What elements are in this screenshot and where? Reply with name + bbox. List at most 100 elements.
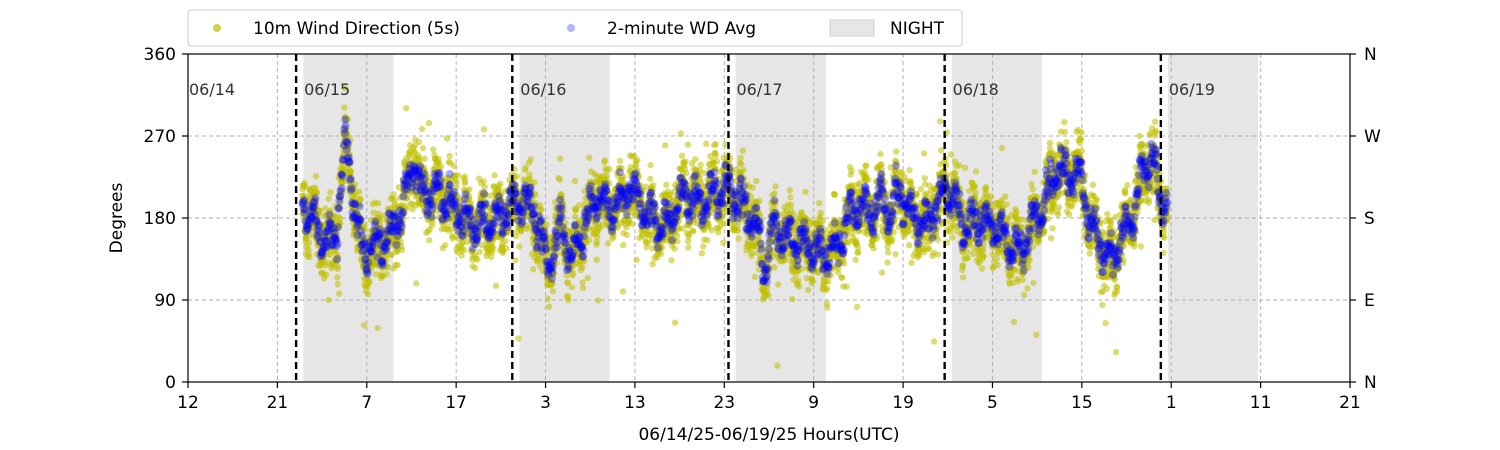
raw-point xyxy=(972,168,980,175)
raw-point xyxy=(862,162,870,169)
raw-point xyxy=(425,119,433,127)
raw-point xyxy=(1024,285,1031,292)
raw-point xyxy=(456,196,463,203)
raw-point xyxy=(749,184,756,191)
raw-point xyxy=(344,116,352,123)
raw-point xyxy=(399,217,407,225)
raw-point xyxy=(802,188,809,196)
raw-point xyxy=(936,118,944,125)
raw-point xyxy=(678,152,686,160)
raw-point xyxy=(947,151,955,158)
raw-point xyxy=(486,192,494,199)
raw-point xyxy=(512,233,520,240)
raw-point xyxy=(795,277,802,284)
raw-point xyxy=(854,244,862,252)
raw-point xyxy=(442,241,449,249)
raw-point xyxy=(671,245,678,252)
raw-point xyxy=(662,142,669,149)
raw-point xyxy=(388,251,395,258)
raw-point xyxy=(312,201,320,208)
raw-point xyxy=(459,239,466,246)
raw-point xyxy=(823,300,831,307)
raw-point xyxy=(316,238,323,245)
raw-point xyxy=(460,246,468,254)
raw-point xyxy=(843,283,850,290)
raw-point xyxy=(982,184,990,191)
raw-point xyxy=(466,186,473,193)
raw-point xyxy=(313,189,320,196)
raw-point xyxy=(336,204,343,211)
raw-point xyxy=(734,227,741,234)
raw-point xyxy=(340,153,347,160)
raw-point xyxy=(512,181,519,188)
raw-point xyxy=(474,256,481,263)
raw-point xyxy=(568,284,576,291)
raw-point xyxy=(593,256,600,263)
raw-point xyxy=(336,290,343,297)
raw-point xyxy=(647,175,654,183)
raw-point xyxy=(753,177,760,185)
raw-point xyxy=(775,281,782,288)
raw-point xyxy=(433,202,440,209)
raw-point xyxy=(480,178,487,185)
raw-point xyxy=(788,295,796,303)
raw-point xyxy=(357,216,365,223)
raw-point xyxy=(355,188,363,195)
raw-point xyxy=(787,194,794,201)
raw-point xyxy=(325,195,332,203)
raw-point xyxy=(334,265,341,273)
raw-point xyxy=(380,212,388,219)
raw-point xyxy=(1031,168,1038,176)
raw-point xyxy=(376,217,384,225)
raw-point xyxy=(934,251,941,258)
raw-point xyxy=(1030,279,1037,287)
raw-point xyxy=(877,150,884,158)
raw-point xyxy=(549,288,557,295)
raw-point xyxy=(593,241,600,248)
raw-point xyxy=(889,236,896,243)
raw-point xyxy=(817,209,824,217)
raw-point xyxy=(312,172,320,180)
raw-point xyxy=(735,235,742,242)
raw-point xyxy=(987,193,995,200)
raw-point xyxy=(961,164,969,172)
raw-point xyxy=(443,135,451,142)
raw-point xyxy=(1013,208,1020,215)
raw-point xyxy=(374,324,381,332)
raw-point xyxy=(351,181,359,188)
raw-point xyxy=(774,362,781,369)
raw-point xyxy=(398,229,406,237)
raw-point xyxy=(403,105,410,112)
raw-point xyxy=(480,126,488,133)
raw-wind-direction-series xyxy=(299,85,1171,369)
raw-point xyxy=(472,264,479,272)
raw-point xyxy=(684,141,692,148)
raw-point xyxy=(360,322,368,329)
raw-point xyxy=(527,156,535,163)
raw-point xyxy=(751,273,759,281)
raw-point xyxy=(336,219,344,227)
raw-point xyxy=(337,198,344,206)
raw-point xyxy=(682,158,689,165)
raw-point xyxy=(951,169,959,177)
raw-point xyxy=(964,254,971,262)
raw-point xyxy=(719,239,727,246)
raw-point xyxy=(908,259,915,266)
raw-point xyxy=(492,282,500,289)
raw-point xyxy=(668,257,675,264)
raw-point xyxy=(342,85,349,92)
raw-point xyxy=(756,197,763,205)
raw-point xyxy=(325,296,332,304)
raw-point xyxy=(411,142,419,149)
raw-point xyxy=(394,261,401,269)
raw-point xyxy=(304,231,312,238)
raw-point xyxy=(339,188,346,195)
raw-point xyxy=(683,170,690,177)
raw-point xyxy=(685,244,692,251)
raw-point xyxy=(473,236,481,244)
raw-point xyxy=(383,271,390,278)
raw-point xyxy=(556,155,564,162)
raw-point xyxy=(516,243,523,250)
raw-point xyxy=(634,156,641,164)
raw-point xyxy=(865,176,872,183)
